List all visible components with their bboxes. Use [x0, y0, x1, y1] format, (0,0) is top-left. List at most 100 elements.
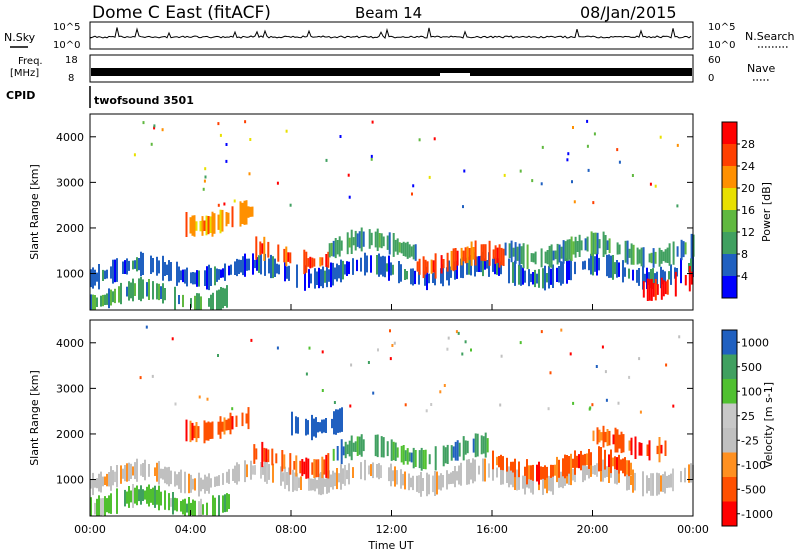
echo-speck	[219, 133, 222, 137]
echo-speck	[217, 354, 219, 357]
echo-column	[227, 418, 230, 431]
echo-speck	[531, 179, 534, 183]
echo-column	[218, 289, 220, 310]
echo-column	[154, 467, 156, 476]
echo-column	[650, 278, 653, 301]
echo-column	[582, 454, 584, 466]
colorbar-tick-label: 24	[741, 160, 755, 173]
echo-column	[322, 266, 324, 289]
echo-column	[102, 476, 104, 487]
echo-column	[325, 254, 328, 267]
echo-column	[289, 453, 292, 475]
echo-column	[586, 466, 588, 476]
echo-column	[124, 260, 126, 274]
echo-column	[446, 470, 448, 490]
power-y-label: Slant Range [km]	[28, 164, 41, 260]
echo-column	[494, 245, 497, 264]
echo-column	[208, 264, 210, 291]
echo-column	[108, 472, 110, 487]
echo-speck	[370, 154, 373, 158]
echo-column	[600, 432, 603, 441]
echo-column	[612, 255, 614, 280]
echo-column	[654, 251, 657, 264]
echo-column	[584, 453, 586, 466]
colorbar-segment	[722, 477, 737, 502]
echo-column	[690, 258, 692, 276]
echo-speck	[371, 120, 374, 124]
echo-column	[372, 462, 374, 479]
echo-speck	[463, 169, 466, 173]
echo-column	[486, 260, 488, 269]
echo-column	[98, 264, 100, 290]
echo-column	[228, 265, 230, 276]
echo-column	[662, 251, 665, 262]
echo-column	[336, 468, 338, 490]
echo-column	[376, 434, 379, 458]
echo-column	[370, 232, 373, 246]
echo-column	[144, 459, 146, 481]
echo-column	[600, 447, 602, 471]
echo-column	[120, 465, 122, 484]
echo-speck	[503, 173, 506, 177]
echo-column	[335, 409, 337, 435]
echo-column	[522, 475, 524, 489]
echo-column	[396, 470, 398, 485]
echo-column	[178, 266, 180, 283]
colorbar-tick-label: -1000	[741, 508, 773, 521]
colorbar-tick-label: 100	[741, 385, 762, 398]
echo-column	[608, 254, 610, 278]
echo-column	[166, 467, 168, 485]
echo-column	[400, 264, 402, 282]
echo-column	[195, 422, 198, 443]
echo-column	[205, 422, 208, 441]
echo-speck	[678, 335, 681, 339]
echo-column	[312, 478, 314, 491]
echo-column	[333, 411, 335, 435]
echo-speck	[372, 391, 375, 395]
y-tick-label: 1000	[56, 268, 84, 281]
echo-column	[338, 236, 341, 257]
echo-column	[514, 468, 516, 490]
echo-speck	[569, 352, 572, 356]
echo-column	[152, 487, 154, 505]
echo-column	[574, 261, 576, 275]
echo-column	[292, 469, 294, 492]
echo-column	[307, 258, 310, 267]
echo-column	[102, 294, 104, 307]
echo-column	[638, 442, 641, 456]
echo-column	[102, 498, 104, 515]
echo-column	[241, 412, 244, 427]
echo-column	[178, 295, 180, 305]
echo-column	[648, 272, 650, 285]
echo-column	[221, 421, 224, 432]
echo-column	[319, 257, 322, 267]
echo-column	[134, 487, 136, 504]
echo-column	[382, 236, 385, 247]
echo-column	[376, 228, 379, 251]
echo-speck	[308, 346, 311, 350]
echo-column	[620, 459, 622, 471]
echo-column	[94, 502, 96, 515]
echo-column	[201, 216, 204, 236]
echo-column	[640, 247, 643, 267]
echo-column	[196, 270, 198, 287]
echo-column	[146, 282, 148, 297]
echo-column	[592, 232, 595, 255]
noise-trace	[90, 27, 692, 39]
echo-speck	[455, 330, 458, 334]
echo-column	[606, 240, 609, 250]
echo-column	[548, 245, 551, 268]
echo-column	[170, 470, 172, 485]
echo-column	[274, 258, 276, 277]
echo-column	[604, 235, 607, 255]
echo-column	[606, 466, 608, 477]
echo-column	[128, 486, 130, 508]
echo-column	[524, 270, 526, 283]
echo-column	[374, 434, 377, 457]
echo-column	[456, 260, 458, 279]
echo-speck	[430, 403, 433, 406]
echo-column	[362, 231, 365, 247]
echo-column	[478, 465, 480, 475]
echo-column	[662, 474, 664, 492]
